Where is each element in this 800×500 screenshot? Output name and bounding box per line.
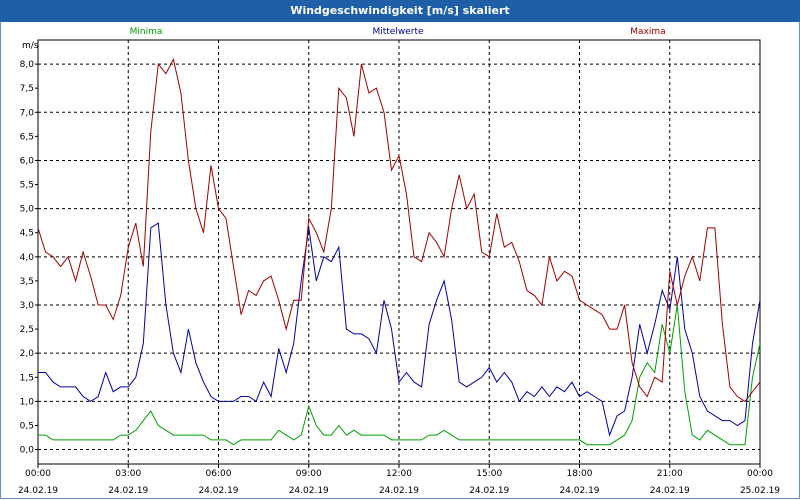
y-tick-label: 5,5	[20, 181, 34, 191]
x-tick-date: 24.02.19	[650, 486, 690, 496]
x-tick-time: 00:00	[747, 469, 773, 479]
y-tick-label: 4,0	[20, 253, 35, 263]
series-mittelwerte-line	[38, 222, 761, 437]
x-tick-time: 15:00	[476, 469, 502, 479]
y-tick-label: 6,5	[20, 132, 34, 142]
x-tick-date: 24.02.19	[289, 486, 329, 496]
x-tick-time: 21:00	[657, 469, 683, 479]
x-tick-date: 24.02.19	[379, 486, 419, 496]
y-tick-label: 2,0	[20, 349, 35, 359]
y-tick-labels: 0,0 0,5 1,0 1,5 2,0 2,5 3,0 3,5 4,0 4,5 5,0 5,5 6,0 6…	[20, 60, 35, 455]
x-tick-time: 09:00	[296, 469, 322, 479]
x-tick-date: 24.02.19	[18, 486, 58, 496]
x-tick-time: 00:00	[25, 469, 51, 479]
x-tick-date: 24.02.19	[559, 486, 599, 496]
y-tick-label: 7,5	[20, 84, 34, 94]
chart-title: Windgeschwindigkeit [m/s] skaliert	[0, 0, 800, 22]
y-axis-label: m/s	[22, 41, 39, 51]
x-tick-time: 03:00	[115, 469, 141, 479]
y-tick-label: 1,0	[20, 397, 35, 407]
y-tick-label: 6,0	[20, 156, 35, 166]
y-tick-label: 3,0	[20, 301, 35, 311]
y-tick-label: 0,5	[20, 421, 34, 431]
x-tick-time: 06:00	[206, 469, 232, 479]
y-tick-label: 4,5	[20, 229, 34, 239]
y-tick-label: 3,5	[20, 277, 34, 287]
x-tick-date: 24.02.19	[108, 486, 148, 496]
y-tick-label: 8,0	[20, 60, 35, 70]
grid	[35, 40, 761, 468]
legend-minima: Minima	[130, 27, 163, 37]
x-tick-date: 24.02.19	[469, 486, 509, 496]
y-tick-label: 2,5	[20, 325, 34, 335]
legend-mittelwerte: Mittelwerte	[372, 27, 423, 37]
series-lines	[37, 57, 761, 446]
series-minima-line	[38, 304, 761, 446]
legend-maxima: Maxima	[630, 27, 665, 37]
x-tick-date: 25.02.19	[740, 486, 780, 496]
series-maxima-line	[37, 57, 761, 403]
x-tick-date: 24.02.19	[198, 486, 238, 496]
x-tick-time: 12:00	[386, 469, 412, 479]
y-tick-label: 7,0	[20, 108, 35, 118]
y-tick-label: 1,5	[20, 373, 34, 383]
x-tick-labels: 00:00 24.02.19 03:00 24.02.19 06:00 24.02.19 0…	[18, 469, 780, 496]
plot-area	[37, 39, 761, 465]
x-tick-time: 18:00	[567, 469, 593, 479]
y-tick-label: 5,0	[20, 205, 35, 215]
y-tick-label: 0,0	[20, 446, 35, 456]
